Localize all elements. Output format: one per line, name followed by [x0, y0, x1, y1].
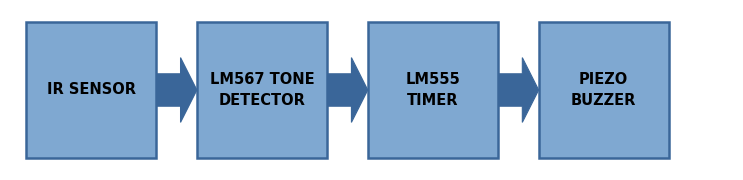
- Text: LM567 TONE
DETECTOR: LM567 TONE DETECTOR: [210, 72, 314, 108]
- Polygon shape: [156, 58, 197, 122]
- Text: LM555
TIMER: LM555 TIMER: [406, 72, 460, 108]
- Polygon shape: [498, 58, 539, 122]
- FancyBboxPatch shape: [197, 22, 327, 158]
- Polygon shape: [327, 58, 368, 122]
- FancyBboxPatch shape: [539, 22, 669, 158]
- FancyBboxPatch shape: [26, 22, 156, 158]
- FancyBboxPatch shape: [368, 22, 498, 158]
- Text: IR SENSOR: IR SENSOR: [47, 82, 135, 98]
- Text: PIEZO
BUZZER: PIEZO BUZZER: [571, 72, 636, 108]
